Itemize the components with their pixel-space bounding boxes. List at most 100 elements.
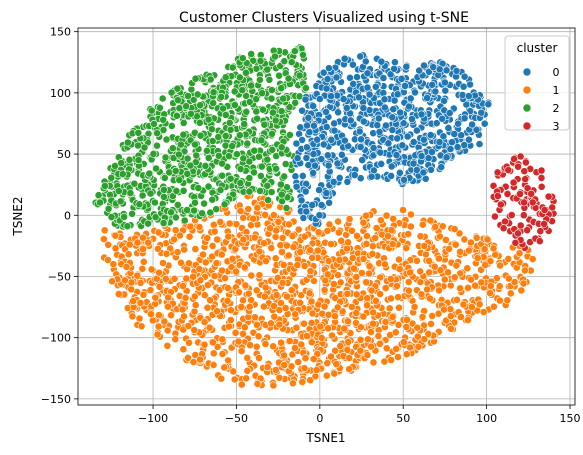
cluster-0-point [477,108,486,117]
cluster-2-point [159,192,168,201]
cluster-0-point [309,102,317,110]
cluster-1-point [431,223,440,231]
cluster-0-point [446,145,455,153]
cluster-2-point [253,114,262,123]
cluster-1-point [190,292,199,301]
cluster-1-point [359,312,368,321]
cluster-1-point [323,270,332,279]
cluster-0-point [468,120,476,129]
cluster-1-point [255,271,264,280]
cluster-0-point [444,124,453,133]
cluster-1-point [206,296,214,305]
cluster-1-point [272,291,281,299]
cluster-2-point [256,186,264,195]
cluster-3-point [516,190,524,198]
cluster-0-point [317,201,326,209]
cluster-0-point [375,127,384,136]
cluster-2-point [259,105,267,114]
cluster-1-point [343,346,352,354]
cluster-1-point [413,332,422,341]
cluster-1-point [381,284,390,292]
cluster-0-point [304,161,313,169]
cluster-2-point [279,94,288,103]
cluster-0-point [315,186,323,194]
cluster-1-point [278,233,287,242]
cluster-2-point [236,165,245,173]
cluster-1-point [406,222,415,231]
cluster-0-point [475,140,484,148]
x-tick-label: 150 [559,412,580,425]
cluster-2-point [173,96,182,105]
cluster-1-point [362,239,371,248]
cluster-1-point [216,217,225,226]
cluster-1-point [138,264,147,273]
cluster-3-point [523,184,532,193]
cluster-1-point [189,272,198,281]
cluster-1-point [506,289,515,298]
cluster-1-point [267,244,276,252]
cluster-1-point [154,228,163,237]
cluster-1-point [369,358,378,367]
cluster-1-point [456,247,464,256]
cluster-2-point [193,90,202,99]
cluster-0-point [323,151,332,160]
cluster-1-point [144,238,153,247]
cluster-1-point [363,301,371,310]
cluster-1-point [435,232,444,241]
cluster-1-point [108,277,116,286]
cluster-2-point [200,199,208,208]
cluster-2-point [271,52,279,61]
cluster-0-point [428,80,437,89]
cluster-1-point [210,227,219,236]
cluster-2-point [172,186,181,195]
cluster-2-point [165,168,174,177]
cluster-1-point [277,338,285,347]
cluster-0-point [315,95,324,103]
cluster-0-point [374,114,383,123]
cluster-2-point [224,152,233,161]
cluster-1-point [213,342,222,351]
cluster-2-point [277,190,286,199]
cluster-1-point [182,274,191,283]
cluster-0-point [367,172,376,181]
cluster-2-point [146,189,155,198]
cluster-1-point [492,274,501,283]
cluster-0-point [379,74,388,82]
cluster-0-point [389,105,398,114]
cluster-2-point [204,182,213,191]
cluster-2-point [175,176,184,184]
cluster-2-point [107,213,116,221]
cluster-1-point [200,291,209,300]
cluster-2-point [285,103,294,111]
cluster-0-point [309,168,317,177]
cluster-1-point [362,232,371,240]
cluster-3-point [490,212,499,221]
cluster-2-point [145,169,154,178]
cluster-1-point [464,283,472,292]
cluster-1-point [332,360,341,368]
cluster-2-point [206,208,215,217]
cluster-2-point [282,204,291,212]
cluster-0-point [460,114,469,123]
cluster-0-point [412,165,421,174]
y-tick-label: 150 [50,26,71,39]
cluster-0-point [301,187,310,196]
cluster-1-point [436,266,445,275]
cluster-2-point [209,99,218,107]
cluster-1-point [348,254,357,262]
legend-marker-1 [522,85,532,95]
cluster-1-point [446,312,455,320]
cluster-3-point [548,203,557,212]
cluster-2-point [96,198,104,207]
cluster-0-point [440,78,449,87]
cluster-1-point [170,235,178,244]
cluster-1-point [159,259,167,267]
cluster-2-point [235,73,244,82]
x-axis-label: TSNE1 [305,431,345,445]
cluster-2-point [284,74,293,83]
cluster-0-point [330,119,338,128]
cluster-1-point [467,275,475,284]
cluster-2-point [186,109,195,118]
cluster-1-point [276,241,285,250]
cluster-1-point [471,281,480,290]
